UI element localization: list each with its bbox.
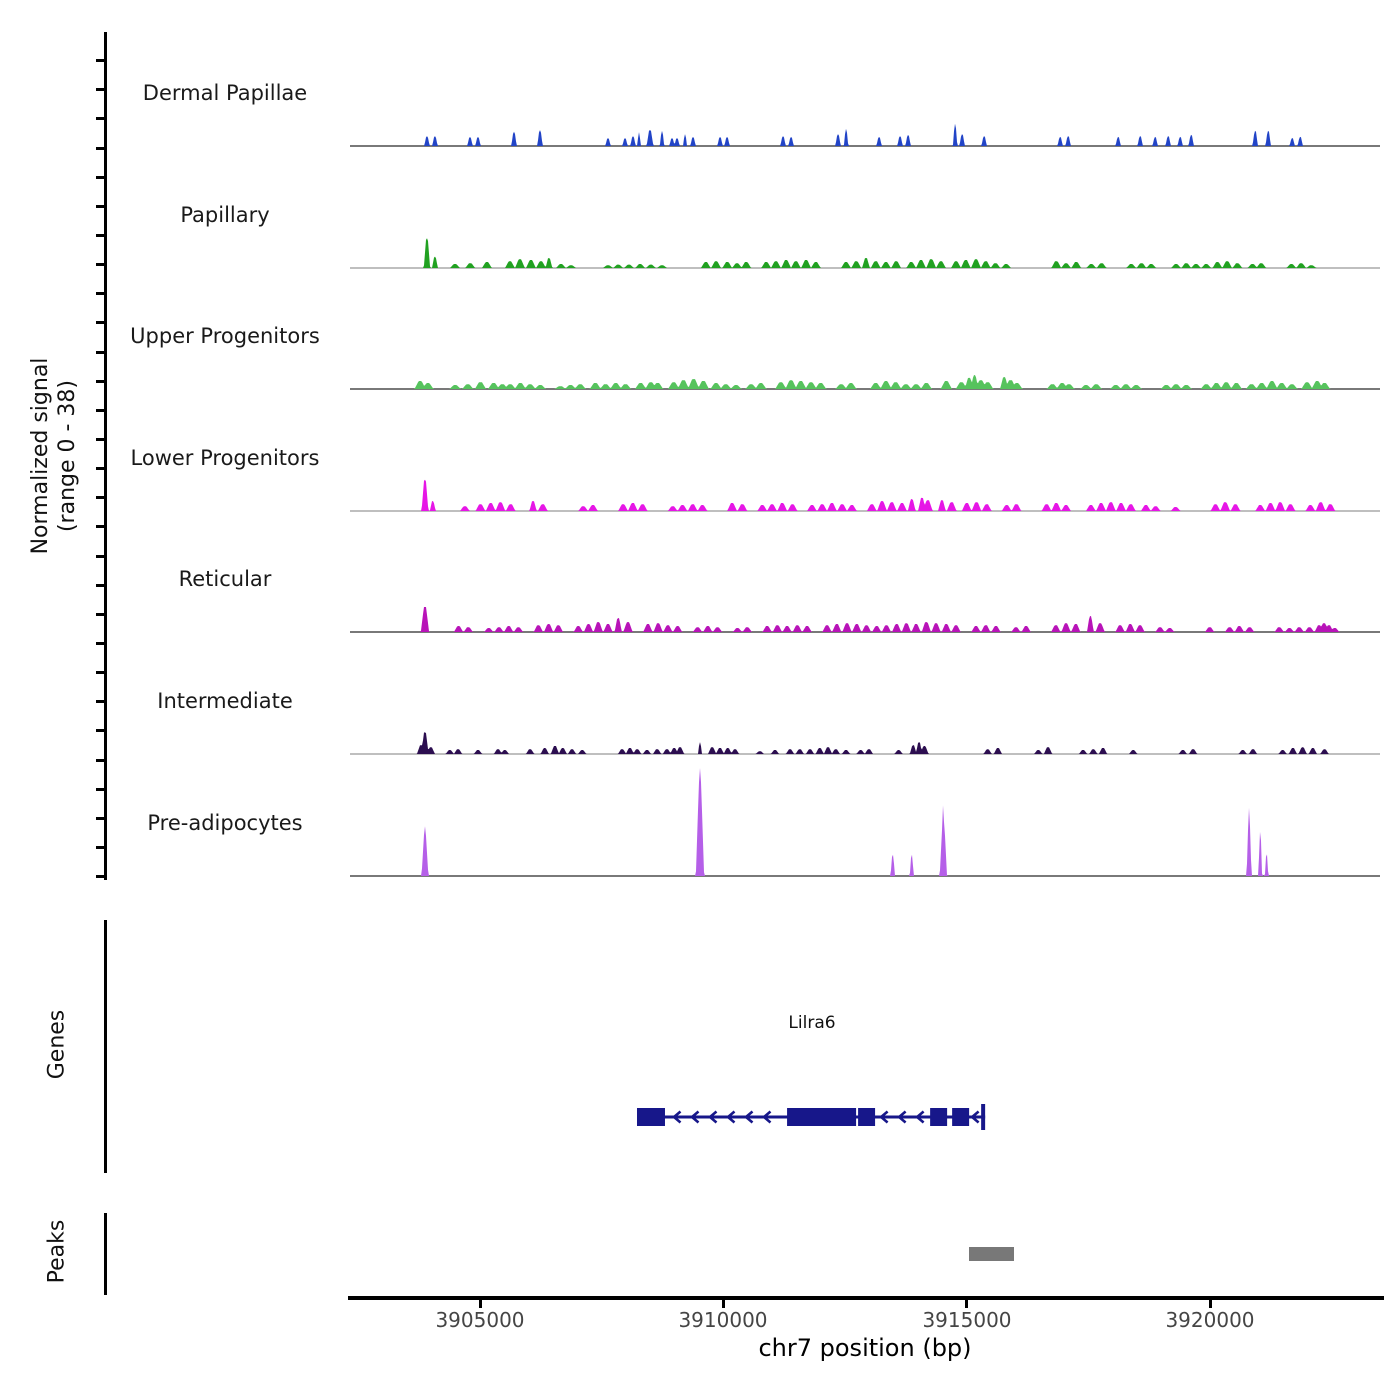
x-axis-title: chr7 position (bp) [758,1334,972,1362]
x-tick-label: 3915000 [922,1308,1012,1332]
gene-end-bar [981,1104,986,1130]
x-tick-label: 3905000 [435,1308,525,1332]
gene-model [636,1104,986,1130]
peaks-section-label: Peaks [44,1219,70,1284]
track-label-pre-adipocytes: Pre-adipocytes [147,811,303,835]
signal-axis-tick [96,175,104,179]
signal-area [350,607,1380,632]
strand-arrow-icon [689,1110,700,1124]
x-axis-tick [721,1299,725,1308]
signal-axis-tick [96,59,104,62]
signal-axis-tick [96,787,104,791]
signal-axis-tick [96,117,104,121]
strand-arrow-icon [970,1110,980,1124]
signal-area [350,375,1380,389]
signal-area [350,732,1380,754]
peak-interval-rect [969,1247,1014,1261]
x-tick-label: 3920000 [1165,1308,1255,1332]
gene-name-label: Lilra6 [788,1013,836,1033]
x-axis-tick [1208,1299,1212,1308]
genes-section-label: Genes [44,1009,70,1080]
signal-axis-tick [96,846,104,849]
track-label-reticular: Reticular [178,567,272,591]
signal-axis-tick [96,233,104,237]
signal-axis-tick [96,88,104,92]
strand-arrow-icon [671,1110,682,1124]
strand-arrow-icon [897,1110,907,1124]
gene-exon [930,1108,948,1126]
signal-track-lower-progenitors [350,479,1380,512]
signal-axis-tick [96,496,104,500]
strand-arrow-icon [707,1110,718,1124]
signal-axis-tick [96,204,104,208]
signal-area [350,123,1380,146]
signal-axis-tick [96,583,104,587]
y-axis-label-line1: Normalized signal [28,357,53,555]
track-label-lower-progenitors: Lower Progenitors [130,446,320,470]
signal-axis-tick [96,408,104,412]
signal-track-dermal-papillae [350,123,1380,147]
strand-arrow-icon [879,1110,889,1124]
strand-arrow-icon [761,1110,772,1124]
x-axis-tick [965,1299,969,1308]
signal-axis-tick [96,467,104,471]
track-label-papillary: Papillary [180,203,270,227]
signal-axis-tick [96,612,104,616]
signal-axis-tick [96,729,104,733]
strand-arrow-icon [743,1110,754,1124]
track-label-intermediate: Intermediate [157,689,293,713]
gene-exon [858,1108,876,1126]
gene-exon [636,1108,665,1126]
signal-axis-tick [96,554,104,558]
signal-axis-tick [96,146,104,150]
strand-arrow-icon [915,1110,925,1124]
peaks-axis-line [104,1213,107,1295]
signal-axis-tick [96,816,104,820]
track-label-upper-progenitors: Upper Progenitors [130,324,320,348]
signal-axis-tick [96,263,104,267]
signal-axis-tick [96,875,104,879]
genes-axis-line [104,920,107,1173]
signal-axis-tick [96,700,104,704]
signal-axis-tick [96,350,104,354]
signal-axis-tick [96,437,104,441]
signal-area [350,768,1380,876]
gene-exon [952,1108,970,1126]
signal-axis-tick [96,292,104,296]
signal-axis-tick [96,758,104,762]
x-axis-tick [478,1299,482,1308]
signal-area [350,479,1380,511]
signal-axis-tick [96,642,104,645]
x-tick-label: 3910000 [678,1308,768,1332]
signal-axis-tick [96,379,104,383]
signal-track-papillary [350,238,1380,269]
gene-exon [787,1108,857,1126]
signal-track-reticular [350,607,1380,633]
signal-track-pre-adipocytes [350,768,1380,877]
signal-axis-tick [96,525,104,529]
x-axis-line [348,1296,1384,1300]
signal-area [350,238,1380,268]
strand-arrow-icon [725,1110,736,1124]
track-label-dermal-papillae: Dermal Papillae [142,81,308,105]
signal-axis-line [104,32,107,880]
signal-track-intermediate [350,732,1380,755]
signal-axis-tick [96,671,104,675]
signal-track-upper-progenitors [350,375,1380,390]
signal-axis-tick [96,321,104,325]
